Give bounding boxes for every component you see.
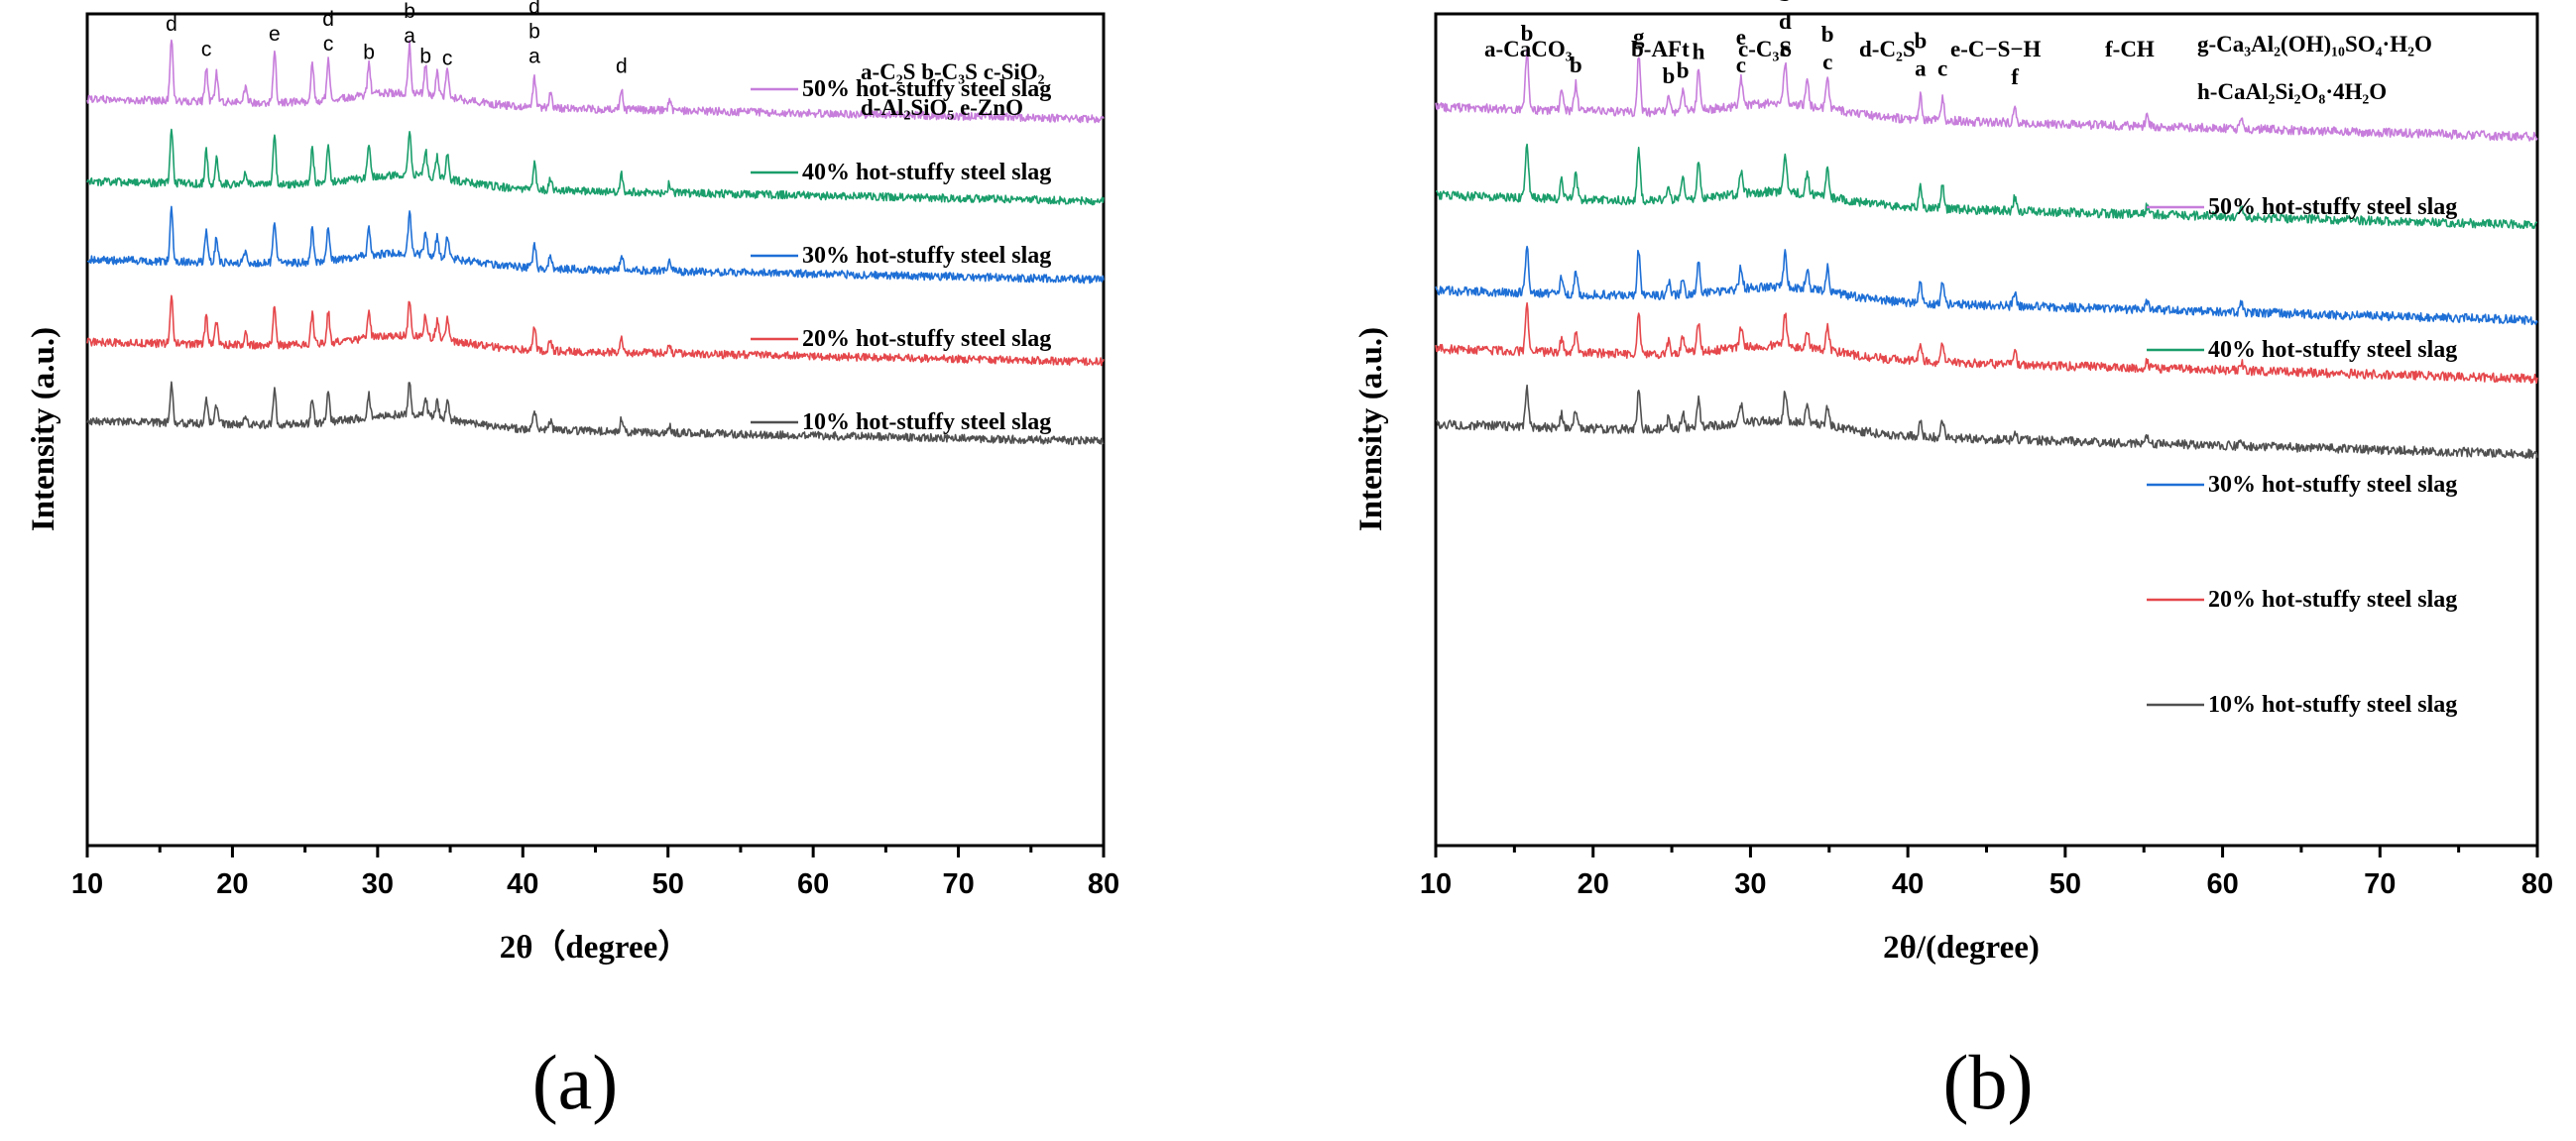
panel-b-trace-30-hot-stuffy-steel-slag	[1435, 245, 2538, 326]
panel-b-peak-label-6-1: c	[1736, 53, 1746, 77]
panel-b-peak-label-7-2: c	[1780, 37, 1790, 61]
panel-b-peak-label-4-0: b	[1677, 58, 1690, 83]
panel-a-phase-legend-1: d-Al₂SiO₅ e-ZnO	[861, 95, 1023, 120]
panel-b-legend-label-1: 40% hot-stuffy steel slag	[2208, 337, 2457, 363]
panel-a-trace-20-hot-stuffy-steel-slag	[86, 294, 1105, 367]
panel-b-tick-label-70: 70	[2364, 868, 2396, 900]
panel-a-peak-label-8-2: a	[528, 45, 540, 67]
panel-b-frame	[1434, 12, 2539, 848]
panel-b-peak-labels: bbgbbhecbdcbcbacf	[1521, 0, 2020, 89]
panel-b-phase-legend-0: a-CaCO₃	[1484, 37, 1573, 61]
panel-a-legend-label-0: 50% hot-stuffy steel slag	[802, 76, 1051, 102]
panel-b-peak-label-7-0: b	[1779, 0, 1792, 6]
panel-a-tick-label-20: 20	[216, 868, 248, 900]
panel-b-x-axis-title: 2θ/(degree)	[1883, 930, 2040, 966]
panel-a-label: (a)	[532, 1039, 619, 1125]
panel-b-phase-legend-3: d-C₂S	[1859, 37, 1916, 61]
panel-b-phase-legend-2: c-C₃S	[1738, 37, 1792, 61]
panel-b-peak-label-7-1: d	[1779, 9, 1792, 34]
panel-b-phase-legend-7: h-CaAl₂Si₂O₈·4H₂O	[2197, 79, 2387, 104]
panel-b-tick-label-30: 30	[1734, 868, 1766, 900]
panel-b-peak-label-11-0: f	[2011, 64, 2019, 89]
panel-a-x-ticks: 10 20 30 40 50 60 70 80	[71, 846, 1119, 900]
panel-a-trace-50-hot-stuffy-steel-slag	[86, 39, 1105, 124]
panel-a-traces	[86, 39, 1105, 446]
panel-a-legend-label-1: 40% hot-stuffy steel slag	[802, 160, 1051, 185]
panel-b-peak-label-9-1: a	[1915, 56, 1927, 80]
panel-b-legend-label-0: 50% hot-stuffy steel slag	[2208, 194, 2457, 220]
panel-b-trace-20-hot-stuffy-steel-slag	[1435, 301, 2538, 385]
panel-b-tick-label-10: 10	[1420, 868, 1452, 900]
panel-a-trace-10-hot-stuffy-steel-slag	[86, 381, 1105, 446]
panel-b-phase-legend: a-CaCO₃ b-AFt c-C₃S d-C₂S e-C−S−H f-CH g-Ca₃Al…	[1484, 32, 2432, 104]
panel-a-tick-label-80: 80	[1088, 868, 1119, 900]
panel-a-phase-legend-0: a-C₂S b-C₃S c-SiO₂	[861, 59, 1045, 84]
panel-b-peak-label-2-0: g	[1633, 24, 1645, 49]
panel-a-peak-label-9-0: d	[616, 56, 628, 78]
panel-a-tick-label-70: 70	[942, 868, 974, 900]
panel-b-peak-label-6-0: e	[1736, 25, 1746, 50]
panel-a-legend-label-2: 30% hot-stuffy steel slag	[802, 243, 1051, 269]
panel-a-trace-30-hot-stuffy-steel-slag	[86, 205, 1105, 285]
panel-a-phase-legend: a-C₂S b-C₃S c-SiO₂ d-Al₂SiO₅ e-ZnO	[861, 59, 1045, 120]
panel-b-y-axis-title: Intensity (a.u.)	[1353, 327, 1389, 531]
panel-a-peak-label-5-0: b	[404, 0, 415, 23]
panel-b-tick-label-40: 40	[1892, 868, 1924, 900]
panel-b-peak-label-9-0: b	[1914, 28, 1927, 53]
panel-a-legend-label-4: 10% hot-stuffy steel slag	[802, 409, 1051, 435]
panel-a-x-axis-title: 2θ（degree）	[500, 929, 691, 966]
panel-a-trace-40-hot-stuffy-steel-slag	[86, 128, 1105, 206]
panel-a-peak-label-3-0: d	[322, 8, 334, 31]
panel-a-peak-label-0-0: d	[166, 13, 177, 36]
panel-a-peak-label-3-1: c	[323, 33, 334, 56]
panel-a-tick-label-50: 50	[652, 868, 684, 900]
panel-b-phase-legend-4: e-C−S−H	[1950, 37, 2041, 61]
panel-b-peak-label-1-0: b	[1570, 53, 1582, 77]
panel-b-tick-label-20: 20	[1578, 868, 1609, 900]
panel-b-x-ticks: 10 20 30 40 50 60 70 80	[1420, 846, 2553, 900]
panel-b-legend-label-3: 20% hot-stuffy steel slag	[2208, 587, 2457, 613]
panel-b-legend-label-2: 30% hot-stuffy steel slag	[2208, 472, 2457, 498]
panel-a-legend-label-3: 20% hot-stuffy steel slag	[802, 326, 1051, 352]
panel-b-peak-label-8-0: b	[1821, 22, 1834, 47]
panel-b-peak-label-3-0: b	[1662, 63, 1675, 88]
panel-a-peak-label-8-1: b	[528, 20, 540, 43]
panel-b-trace-50-hot-stuffy-steel-slag	[1435, 48, 2538, 142]
panel-b-phase-legend-1: b-AFt	[1631, 37, 1690, 61]
panel-b-peak-label-8-1: c	[1822, 50, 1832, 74]
panel-a-tick-label-40: 40	[507, 868, 538, 900]
panel-a-peak-label-4-0: b	[363, 41, 375, 63]
panel-a-peak-label-8-0: d	[528, 0, 540, 18]
panel-a-peak-label-6-0: b	[419, 45, 431, 67]
panel-a-tick-label-30: 30	[362, 868, 394, 900]
panel-b-tick-label-60: 60	[2206, 868, 2238, 900]
panel-a-peak-label-1-0: c	[201, 38, 212, 60]
panel-b-series-legend: 50% hot-stuffy steel slag 40% hot-stuffy …	[2147, 194, 2457, 718]
panel-a-tick-label-60: 60	[797, 868, 829, 900]
panel-b-legend-label-4: 10% hot-stuffy steel slag	[2208, 692, 2457, 718]
panel-b-tick-label-50: 50	[2049, 868, 2081, 900]
panel-b-label: (b)	[1943, 1039, 2034, 1125]
panel-b-tick-label-80: 80	[2521, 868, 2553, 900]
panel-b-peak-label-0-0: b	[1521, 21, 1534, 46]
panel-b-phase-legend-5: f-CH	[2105, 37, 2155, 61]
panel-b-peak-label-10-0: c	[1937, 56, 1947, 80]
panel-b-trace-10-hot-stuffy-steel-slag	[1435, 384, 2538, 459]
panel-a-peak-label-2-0: e	[269, 23, 281, 46]
panel-a-tick-label-10: 10	[71, 868, 103, 900]
panel-b-phase-legend-6: g-Ca₃Al₂(OH)₁₀SO₄·H₂O	[2197, 32, 2432, 57]
panel-a-y-axis-title: Intensity (a.u.)	[26, 327, 61, 531]
panel-b-trace-40-hot-stuffy-steel-slag	[1435, 143, 2538, 230]
panel-a-peak-label-5-1: a	[404, 25, 415, 48]
panel-a-peak-label-7-0: c	[442, 47, 453, 69]
panel-a-series-legend: 50% hot-stuffy steel slag 40% hot-stuffy …	[751, 76, 1051, 435]
panel-b-peak-label-5-0: h	[1693, 39, 1705, 63]
panel-b-traces	[1435, 48, 2538, 459]
